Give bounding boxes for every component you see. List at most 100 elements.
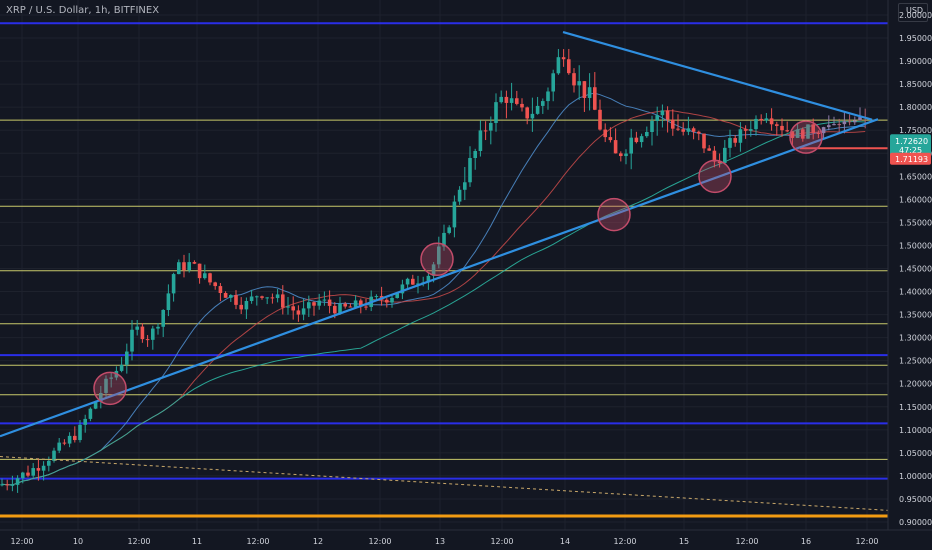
candle-down bbox=[593, 87, 597, 110]
candle-up bbox=[452, 201, 457, 228]
time-axis-bg bbox=[0, 530, 932, 550]
candle-down bbox=[239, 304, 243, 310]
candle-up bbox=[353, 300, 358, 308]
candle-down bbox=[364, 306, 368, 308]
price-tick-label: 1.25000 bbox=[899, 357, 932, 366]
candle-up bbox=[827, 125, 831, 128]
candle-up bbox=[166, 293, 171, 311]
candle-down bbox=[619, 153, 623, 157]
candle-up bbox=[764, 118, 769, 121]
candle-up bbox=[723, 147, 727, 164]
candle-up bbox=[821, 127, 826, 134]
candle-up bbox=[650, 120, 654, 132]
price-tick-label: 1.20000 bbox=[899, 380, 932, 389]
candle-down bbox=[567, 59, 571, 74]
candle-down bbox=[733, 138, 737, 143]
price-axis[interactable]: 2.00000 1.95000 1.90000 1.85000 1.80000 1.750… bbox=[887, 0, 932, 550]
time-axis[interactable]: 12:00 10 12:00 11 12:00 12 12:00 13 12:00 14 12:00… bbox=[0, 529, 932, 550]
candle-down bbox=[73, 435, 77, 441]
highlight-circle bbox=[93, 371, 127, 406]
time-tick-label: 12:00 bbox=[368, 537, 391, 546]
price-tick-label: 1.35000 bbox=[899, 311, 932, 320]
candle-up bbox=[156, 326, 160, 329]
candle-down bbox=[743, 129, 748, 131]
price-tick-label: 1.75000 bbox=[899, 126, 932, 135]
candle-up bbox=[806, 124, 810, 139]
candle-up bbox=[728, 138, 732, 148]
candle-up bbox=[556, 57, 561, 74]
candle-up bbox=[473, 151, 477, 159]
candle-down bbox=[676, 128, 680, 130]
symbol-title: XRP / U.S. Dollar, 1h, BITFINEX bbox=[6, 5, 160, 16]
time-tick-label: 12:00 bbox=[735, 537, 758, 546]
candle-down bbox=[816, 133, 821, 135]
dotted-trendline[interactable] bbox=[0, 456, 891, 511]
candle-down bbox=[192, 262, 197, 264]
time-tick-label: 12:00 bbox=[246, 537, 269, 546]
candle-up bbox=[645, 131, 649, 137]
candle-up bbox=[795, 129, 800, 138]
candle-down bbox=[26, 472, 30, 476]
highlight-circle bbox=[597, 197, 631, 232]
candle-up bbox=[99, 392, 103, 402]
candle-down bbox=[665, 110, 670, 120]
candle-down bbox=[291, 306, 295, 311]
candle-down bbox=[759, 118, 763, 121]
candle-up bbox=[468, 158, 472, 183]
candle-up bbox=[551, 73, 555, 92]
candle-down bbox=[702, 133, 706, 149]
price-tick-label: 2.00000 bbox=[899, 11, 932, 20]
ma-teal-line bbox=[1, 121, 866, 486]
ma-fast-line bbox=[1, 92, 866, 486]
candle-down bbox=[327, 299, 332, 306]
candle-up bbox=[187, 262, 191, 271]
candle-up bbox=[317, 300, 321, 306]
price-tick-label: 1.65000 bbox=[899, 172, 932, 181]
time-tick-label: 13 bbox=[435, 537, 445, 546]
time-tick-label: 12:00 bbox=[613, 537, 636, 546]
candle-up bbox=[57, 442, 61, 451]
time-tick-label: 12:00 bbox=[855, 537, 878, 546]
candle-up bbox=[437, 246, 441, 265]
candle-up bbox=[749, 129, 753, 131]
trendline[interactable] bbox=[562, 30, 873, 121]
candle-up bbox=[426, 275, 431, 283]
candle-up bbox=[541, 101, 545, 106]
price-tick-label: 1.80000 bbox=[899, 103, 932, 112]
currency-selector[interactable] bbox=[898, 3, 928, 22]
candle-up bbox=[244, 300, 249, 310]
candle-up bbox=[161, 310, 165, 327]
currency-label: USD bbox=[906, 6, 924, 15]
trendline[interactable] bbox=[0, 118, 879, 438]
candle-down bbox=[775, 124, 779, 126]
time-tick-label: 12:00 bbox=[127, 537, 150, 546]
candle-up bbox=[629, 137, 633, 154]
price-tick-label: 1.90000 bbox=[899, 57, 932, 66]
price-tick-label: 1.30000 bbox=[899, 334, 932, 343]
candle-up bbox=[0, 484, 4, 486]
candle-up bbox=[67, 435, 72, 444]
trendlines[interactable] bbox=[0, 30, 891, 511]
candle-down bbox=[140, 326, 145, 340]
candle-down bbox=[296, 310, 301, 315]
candle-up bbox=[177, 262, 181, 275]
price-tick-label: 1.05000 bbox=[899, 449, 932, 458]
time-tick-label: 14 bbox=[560, 537, 570, 546]
candle-up bbox=[431, 264, 436, 276]
last-price-value: 1.72620 bbox=[895, 137, 928, 146]
highlight-circle bbox=[420, 242, 454, 277]
candle-down bbox=[343, 303, 347, 307]
candle-down bbox=[785, 130, 789, 132]
candle-down bbox=[197, 263, 202, 279]
price-tick-label: 1.10000 bbox=[899, 426, 932, 435]
candle-down bbox=[208, 273, 212, 283]
candle-up bbox=[52, 450, 56, 461]
price-tick-label: 1.85000 bbox=[899, 80, 932, 89]
candle-up bbox=[78, 424, 82, 441]
price-tick-label: 1.45000 bbox=[899, 265, 932, 274]
candle-down bbox=[145, 339, 150, 341]
